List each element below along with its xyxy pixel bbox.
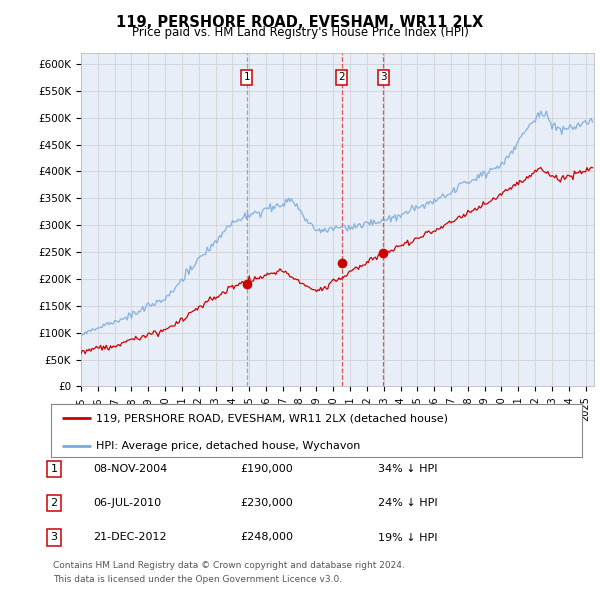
Text: 19% ↓ HPI: 19% ↓ HPI [378, 533, 437, 542]
Text: £190,000: £190,000 [240, 464, 293, 474]
Text: 119, PERSHORE ROAD, EVESHAM, WR11 2LX (detached house): 119, PERSHORE ROAD, EVESHAM, WR11 2LX (d… [96, 414, 448, 424]
Text: 3: 3 [50, 533, 58, 542]
Text: £230,000: £230,000 [240, 499, 293, 508]
Text: 119, PERSHORE ROAD, EVESHAM, WR11 2LX: 119, PERSHORE ROAD, EVESHAM, WR11 2LX [116, 15, 484, 30]
Text: 34% ↓ HPI: 34% ↓ HPI [378, 464, 437, 474]
Text: 08-NOV-2004: 08-NOV-2004 [93, 464, 167, 474]
Text: This data is licensed under the Open Government Licence v3.0.: This data is licensed under the Open Gov… [53, 575, 342, 584]
Text: 1: 1 [244, 73, 250, 82]
Text: 21-DEC-2012: 21-DEC-2012 [93, 533, 167, 542]
Text: 06-JUL-2010: 06-JUL-2010 [93, 499, 161, 508]
Text: Price paid vs. HM Land Registry's House Price Index (HPI): Price paid vs. HM Land Registry's House … [131, 26, 469, 39]
Text: 3: 3 [380, 73, 386, 82]
Text: 24% ↓ HPI: 24% ↓ HPI [378, 499, 437, 508]
Text: 2: 2 [338, 73, 345, 82]
Text: HPI: Average price, detached house, Wychavon: HPI: Average price, detached house, Wych… [96, 441, 361, 451]
Text: 2: 2 [50, 499, 58, 508]
Text: Contains HM Land Registry data © Crown copyright and database right 2024.: Contains HM Land Registry data © Crown c… [53, 561, 404, 570]
Text: £248,000: £248,000 [240, 533, 293, 542]
Text: 1: 1 [50, 464, 58, 474]
